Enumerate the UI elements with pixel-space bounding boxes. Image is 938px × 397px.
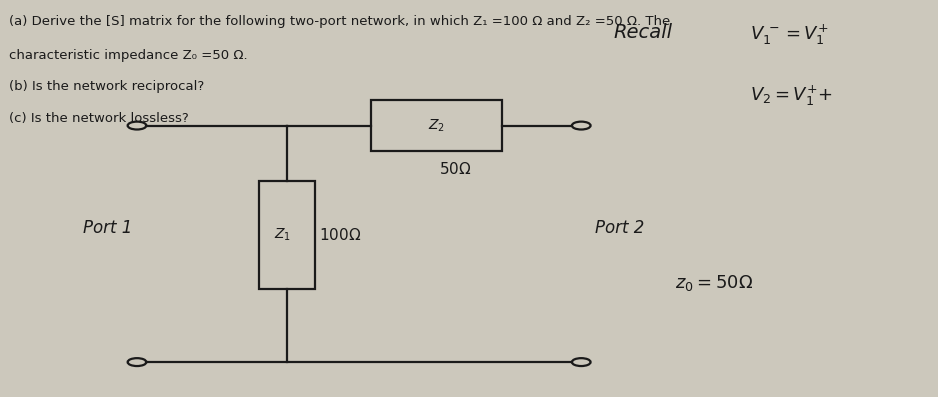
- Text: $50\Omega$: $50\Omega$: [439, 161, 471, 177]
- Text: $z_0 = 50\Omega$: $z_0 = 50\Omega$: [674, 274, 753, 293]
- Text: characteristic impedance Z₀ =50 Ω.: characteristic impedance Z₀ =50 Ω.: [8, 49, 248, 62]
- Text: $V_2 = V_1^{+}$+: $V_2 = V_1^{+}$+: [749, 84, 832, 108]
- Text: (a) Derive the [S] matrix for the following two-port network, in which Z₁ =100 Ω: (a) Derive the [S] matrix for the follow…: [8, 15, 670, 28]
- Bar: [259, 181, 314, 289]
- Text: Recall: Recall: [614, 23, 673, 42]
- Text: $100\Omega$: $100\Omega$: [319, 227, 361, 243]
- Text: Port 2: Port 2: [596, 219, 644, 237]
- Text: $V_1^{\,-} = V_1^{+}$: $V_1^{\,-} = V_1^{+}$: [749, 23, 828, 47]
- Text: (b) Is the network reciprocal?: (b) Is the network reciprocal?: [8, 80, 204, 93]
- Text: (c) Is the network lossless?: (c) Is the network lossless?: [8, 112, 189, 125]
- Text: $Z_1$: $Z_1$: [274, 227, 292, 243]
- Text: $Z_2$: $Z_2$: [428, 118, 445, 134]
- Bar: [371, 100, 502, 151]
- Text: Port 1: Port 1: [83, 219, 132, 237]
